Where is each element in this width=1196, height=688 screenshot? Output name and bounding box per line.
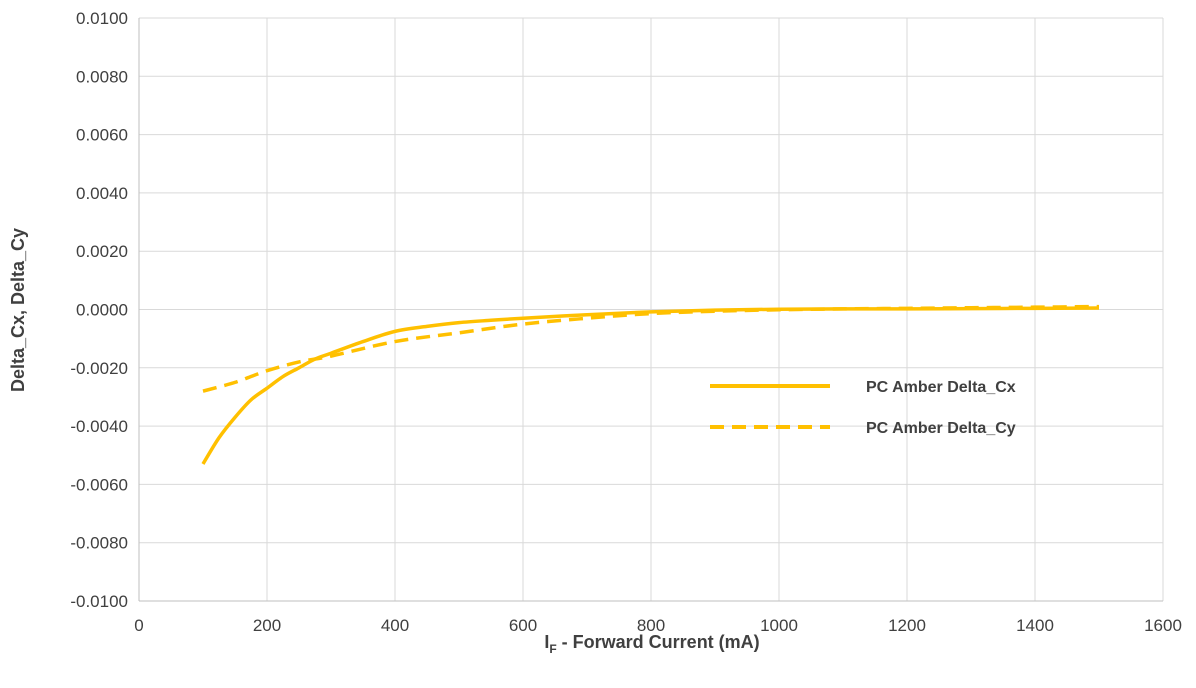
x-tick-label: 800 — [637, 616, 665, 635]
x-tick-label: 1000 — [760, 616, 798, 635]
y-tick-label: 0.0020 — [76, 242, 128, 261]
x-axis-title-subscript: F — [549, 642, 556, 656]
y-tick-label: -0.0060 — [70, 475, 128, 494]
y-tick-label: -0.0080 — [70, 534, 128, 553]
y-tick-label: 0.0000 — [76, 301, 128, 320]
x-axis-title-rest: - Forward Current (mA) — [557, 632, 760, 652]
x-tick-label: 1200 — [888, 616, 926, 635]
x-tick-label: 1400 — [1016, 616, 1054, 635]
x-tick-labels: 0 200 400 600 800 1000 1200 1400 1600 — [134, 616, 1182, 635]
y-tick-label: 0.0080 — [76, 67, 128, 86]
y-axis-title: Delta_Cx, Delta_Cy — [8, 228, 28, 392]
legend-label-cx: PC Amber Delta_Cx — [866, 379, 1016, 396]
legend: PC Amber Delta_Cx PC Amber Delta_Cy — [710, 379, 1016, 437]
series-line-delta-cy — [202, 304, 1100, 393]
y-tick-labels: -0.0100 -0.0080 -0.0060 -0.0040 -0.0020 0.000… — [70, 9, 128, 611]
y-tick-label: 0.0100 — [76, 9, 128, 28]
legend-label-cy: PC Amber Delta_Cy — [866, 420, 1016, 437]
x-axis-title: IF - Forward Current (mA) — [544, 632, 759, 656]
series-lines — [201, 304, 1100, 465]
x-tick-label: 600 — [509, 616, 537, 635]
y-tick-label: 0.0040 — [76, 184, 128, 203]
y-tick-label: 0.0060 — [76, 126, 128, 145]
y-tick-label: -0.0040 — [70, 417, 128, 436]
y-tick-label: -0.0100 — [70, 592, 128, 611]
x-tick-label: 1600 — [1144, 616, 1182, 635]
x-tick-label: 200 — [253, 616, 281, 635]
axes — [138, 18, 1163, 602]
x-tick-label: 400 — [381, 616, 409, 635]
x-axis-title-main: I — [544, 632, 549, 652]
x-tick-label: 0 — [134, 616, 143, 635]
y-tick-label: -0.0020 — [70, 359, 128, 378]
